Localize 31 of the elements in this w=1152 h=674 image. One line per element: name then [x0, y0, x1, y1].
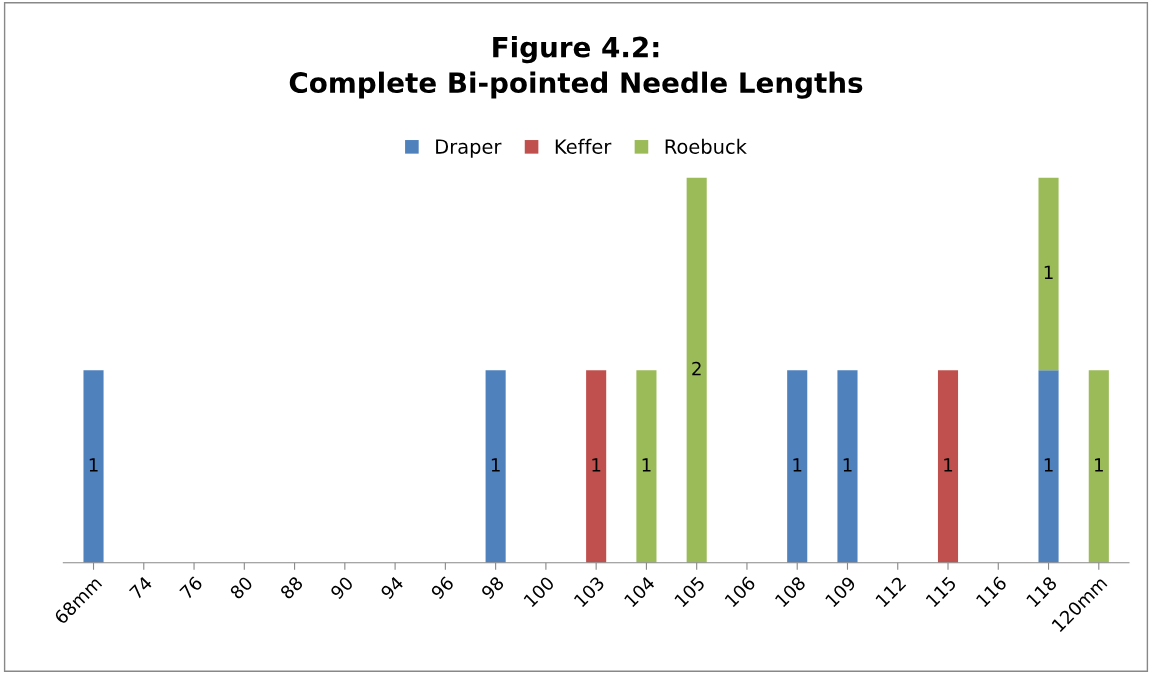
data-label: 1	[1044, 265, 1053, 279]
x-tick-label: 94	[379, 575, 405, 600]
data-label: 1	[1044, 458, 1053, 472]
x-tick-label: 96	[430, 575, 455, 600]
data-label: 1	[89, 458, 98, 472]
x-tick-label: 98	[480, 575, 505, 600]
data-label: 1	[642, 458, 651, 472]
data-label: 1	[1095, 458, 1103, 472]
data-label: 2	[692, 361, 701, 376]
x-tick-label: 108	[774, 575, 807, 608]
x-tick-label: 76	[179, 575, 204, 600]
x-tick-label: 104	[623, 575, 656, 608]
x-tick-label: 100	[523, 575, 555, 608]
legend-label: Draper	[436, 139, 502, 158]
data-label: 1	[843, 458, 852, 472]
data-label: 1	[491, 458, 500, 472]
x-tick-label: 105	[673, 575, 706, 608]
chart-title: Figure 4.2: Complete Bi-pointed Needle Lengths	[289, 36, 863, 99]
x-tick-label: 74	[128, 575, 153, 600]
x-tick-label: 90	[329, 575, 354, 600]
x-tick-label: 112	[875, 576, 907, 608]
x-tick-label: 115	[925, 576, 957, 608]
data-label: 1	[793, 458, 802, 472]
data-label: 1	[592, 458, 601, 472]
x-tick-label: 80	[229, 575, 254, 600]
x-tick-label: 103	[573, 575, 606, 608]
legend-label: Keffer	[555, 138, 612, 154]
x-tick-label: 109	[824, 575, 857, 608]
x-tick-label: 88	[279, 575, 304, 600]
legend-label: Roebuck	[665, 138, 747, 154]
data-label: 1	[944, 458, 953, 472]
